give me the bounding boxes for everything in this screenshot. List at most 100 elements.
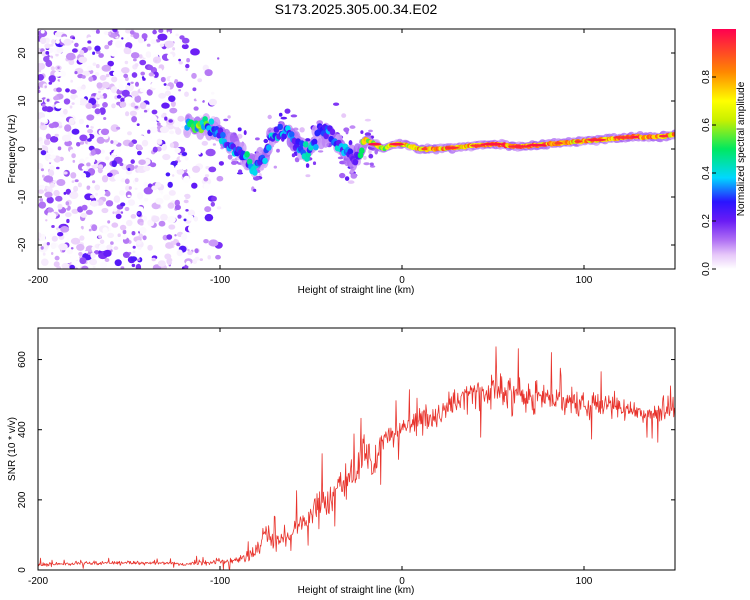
noise-blob <box>137 135 145 141</box>
noise-blob <box>135 253 141 259</box>
noise-blob <box>81 165 87 170</box>
noise-blob <box>203 176 209 182</box>
noise-blob <box>192 165 201 173</box>
scatter-blob <box>280 116 288 120</box>
noise-blob <box>101 64 112 72</box>
noise-blob <box>43 56 50 63</box>
noise-blob <box>158 68 163 73</box>
noise-blob <box>52 104 55 108</box>
noise-blob <box>91 246 96 252</box>
noise-blob <box>174 234 177 237</box>
noise-blob <box>71 128 80 135</box>
noise-blob <box>89 258 98 266</box>
noise-blob <box>182 196 186 199</box>
noise-blob <box>166 164 175 170</box>
noise-blob <box>186 58 191 63</box>
scatter-blob <box>253 188 257 192</box>
noise-blob <box>40 117 48 123</box>
colorbar-tick-label: 0.4 <box>701 166 712 180</box>
noise-blob <box>87 157 96 164</box>
noise-blob <box>115 40 123 48</box>
scatter-blob <box>267 114 272 120</box>
noise-blob <box>126 202 129 206</box>
noise-blob <box>151 215 160 223</box>
noise-blob <box>71 153 76 159</box>
noise-blob <box>96 82 103 89</box>
noise-blob <box>87 138 92 142</box>
noise-blob <box>162 153 171 161</box>
noise-blob <box>40 150 47 156</box>
noise-blob <box>120 211 124 214</box>
noise-blob <box>211 196 217 202</box>
noise-blob <box>142 215 148 222</box>
noise-blob <box>92 265 96 269</box>
noise-blob <box>147 64 154 71</box>
noise-blob <box>94 184 101 191</box>
noise-blob <box>89 187 96 193</box>
noise-blob <box>114 174 123 181</box>
ridge-peak <box>586 138 607 142</box>
noise-blob <box>134 63 139 67</box>
noise-blob <box>207 255 211 260</box>
ridge-cell <box>244 151 250 158</box>
ridge-cell <box>220 131 226 139</box>
noise-blob <box>132 245 136 249</box>
noise-blob <box>203 239 209 244</box>
noise-blob <box>187 248 190 252</box>
noise-blob <box>154 59 158 63</box>
ridge-peak <box>389 142 405 146</box>
noise-blob <box>54 184 57 188</box>
noise-blob <box>111 76 118 83</box>
noise-blob <box>120 97 125 103</box>
noise-blob <box>63 108 68 115</box>
noise-blob <box>79 49 85 56</box>
noise-blob <box>48 212 57 220</box>
noise-blob <box>47 147 54 154</box>
noise-blob <box>56 87 62 93</box>
noise-blob <box>95 192 99 196</box>
scatter-blob <box>364 118 371 122</box>
noise-blob <box>107 60 114 67</box>
noise-blob <box>145 51 152 58</box>
noise-blob <box>90 252 96 259</box>
noise-blob <box>210 91 215 95</box>
noise-blob <box>108 227 112 232</box>
noise-blob <box>216 206 222 210</box>
noise-blob <box>191 72 197 79</box>
colorbar-ticks: 0.0 0.2 0.4 0.6 0.8 <box>701 70 716 276</box>
noise-blob <box>79 141 85 145</box>
noise-blob <box>197 78 203 83</box>
ridge-peak <box>658 134 669 138</box>
noise-blob <box>118 83 124 91</box>
noise-blob <box>38 144 43 150</box>
noise-blob <box>111 103 116 109</box>
noise-blob <box>104 190 111 197</box>
noise-blob <box>51 235 58 242</box>
noise-blob <box>130 256 138 262</box>
ridge-peak <box>526 143 547 147</box>
noise-blob <box>68 59 75 66</box>
noise-blob <box>38 232 42 239</box>
scatter-blob <box>273 165 277 169</box>
noise-blob <box>85 250 89 254</box>
noise-blob <box>131 263 136 268</box>
noise-blob <box>94 108 101 115</box>
noise-blob <box>133 58 137 62</box>
noise-blob <box>133 29 142 33</box>
noise-blob <box>171 29 177 34</box>
noise-blob <box>137 150 142 156</box>
noise-blob <box>125 169 133 175</box>
noise-blob <box>139 102 147 110</box>
noise-blob <box>38 42 41 47</box>
noise-blob <box>50 43 54 47</box>
noise-blob <box>165 172 171 177</box>
noise-blob <box>70 89 77 94</box>
noise-blob <box>151 109 158 115</box>
noise-blob <box>57 66 60 69</box>
noise-blob <box>134 177 139 182</box>
noise-blob <box>98 244 107 252</box>
noise-blob <box>212 143 216 146</box>
noise-blob <box>168 190 176 196</box>
noise-blob <box>155 197 164 205</box>
colorbar-tick-label: 0.6 <box>701 118 712 132</box>
